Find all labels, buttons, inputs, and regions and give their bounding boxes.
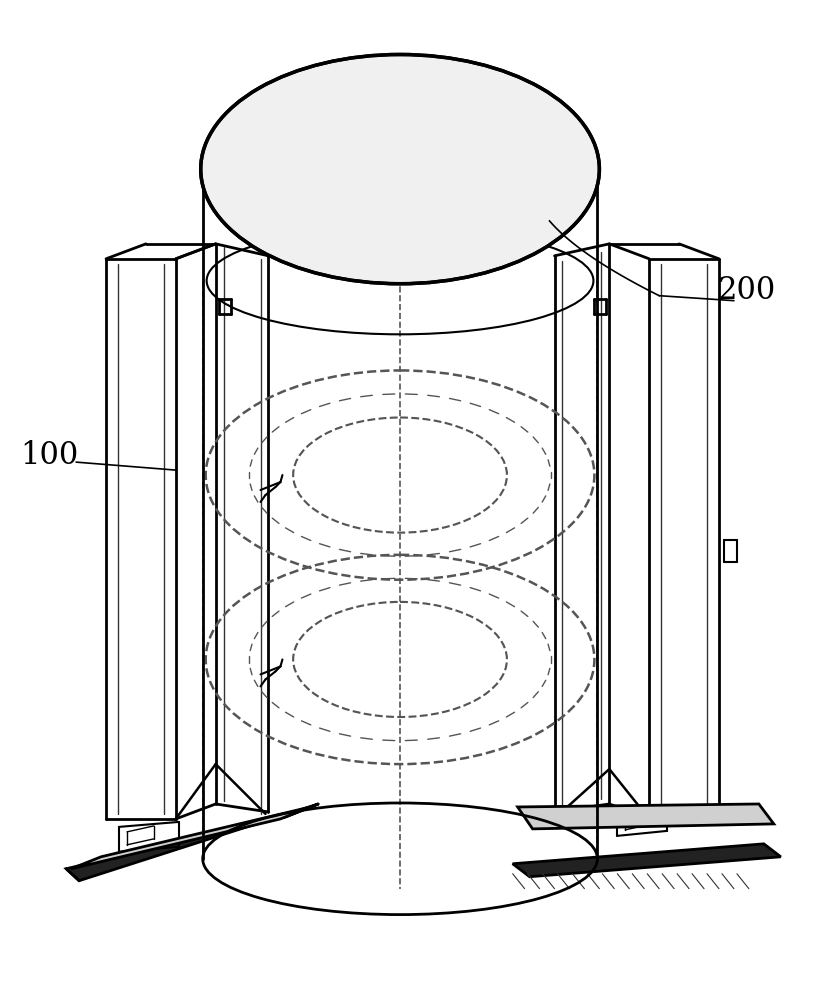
- Text: 100: 100: [20, 440, 78, 471]
- Text: 200: 200: [718, 275, 776, 306]
- Polygon shape: [71, 807, 311, 869]
- Polygon shape: [513, 844, 781, 877]
- Ellipse shape: [201, 55, 600, 284]
- Polygon shape: [66, 804, 318, 881]
- Polygon shape: [518, 804, 774, 829]
